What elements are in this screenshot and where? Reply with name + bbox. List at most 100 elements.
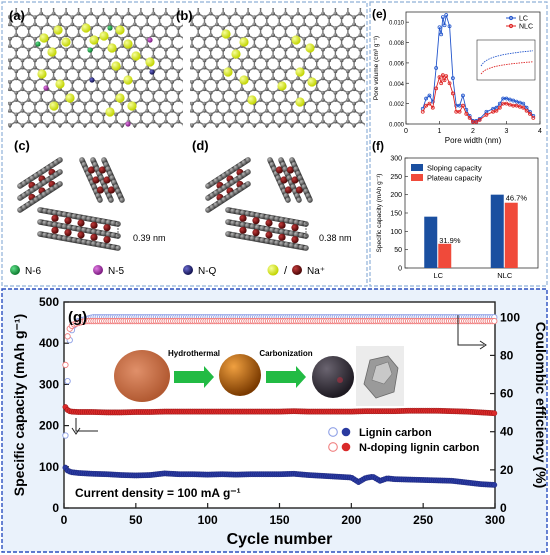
carbon-atom xyxy=(132,65,137,70)
y-tick-label-e: 0.000 xyxy=(389,123,405,129)
carbon-atom xyxy=(184,91,188,95)
carbon-atom xyxy=(217,175,223,181)
na-ion-yellow xyxy=(305,43,315,53)
carbon-atom xyxy=(57,36,62,41)
carbon-atom xyxy=(70,108,75,113)
point-LC xyxy=(424,96,429,101)
carbon-atom xyxy=(264,214,270,220)
carbon-atom xyxy=(277,108,282,113)
carbon-atom xyxy=(358,26,363,30)
carbon-atom xyxy=(233,69,238,74)
carbon-atom xyxy=(239,65,244,70)
carbon-atom xyxy=(333,76,338,81)
category-label-f: NLC xyxy=(497,271,513,280)
carbon-atom xyxy=(345,119,350,124)
carbon-atom xyxy=(151,90,156,95)
carbon-atom xyxy=(95,22,100,27)
carbon-atom xyxy=(25,178,31,184)
carbon-atom xyxy=(82,80,87,84)
carbon-atom xyxy=(213,178,219,184)
carbon-atom xyxy=(302,131,306,135)
carbon-atom xyxy=(56,210,63,217)
carbon-atom xyxy=(139,33,143,38)
carbon-atom xyxy=(190,44,194,48)
carbon-atom xyxy=(151,76,156,81)
point-NLC xyxy=(440,73,445,78)
carbon-atom xyxy=(120,15,125,20)
legend-label-lignin-carbon: Lignin carbon xyxy=(359,427,432,439)
legend-swatch-f xyxy=(411,174,423,181)
point-NLC xyxy=(437,75,442,80)
carbon-atom xyxy=(20,108,25,113)
carbon-atom xyxy=(107,15,112,20)
carbon-atom xyxy=(245,169,251,175)
point-NLC xyxy=(434,86,439,91)
series-n-doping-lignin-carbon-left xyxy=(62,404,498,417)
carbon-atom xyxy=(245,181,251,187)
carbon-atom xyxy=(33,197,39,203)
legend-nq-marker xyxy=(183,265,193,275)
carbon-atom xyxy=(252,44,257,48)
na-ion xyxy=(278,221,286,229)
carbon-atom xyxy=(190,22,194,27)
y2-tick-label-g: 0 xyxy=(500,501,507,515)
point-LC xyxy=(430,99,435,104)
carbon-atom xyxy=(229,179,235,185)
point-LC xyxy=(427,93,432,98)
carbon-atom xyxy=(271,33,275,38)
carbon-atom xyxy=(82,36,87,41)
process-arrow-2 xyxy=(266,366,306,388)
carbon-atom xyxy=(139,76,143,81)
na-ion xyxy=(284,186,293,194)
y2-tick-label-g: 40 xyxy=(500,425,514,439)
carbon-atom xyxy=(107,58,112,63)
na-ion-yellow xyxy=(291,35,301,45)
carbon-atom xyxy=(182,37,183,40)
carbon-atom xyxy=(56,222,63,229)
carbon-atom xyxy=(178,59,182,63)
carbon-atom xyxy=(157,22,162,27)
carbon-atom xyxy=(358,47,363,52)
legend-marker-e xyxy=(508,15,514,21)
carbon-atom xyxy=(308,112,313,117)
carbon-atom xyxy=(308,119,313,124)
x-tick-label-g: 300 xyxy=(485,513,505,527)
carbon-atom xyxy=(352,15,357,20)
na-ion-yellow xyxy=(47,47,57,57)
carbon-atom xyxy=(314,58,319,63)
category-label-f: LC xyxy=(433,271,443,280)
carbon-atom xyxy=(184,98,188,102)
carbon-atom xyxy=(283,54,288,59)
carbon-atom xyxy=(14,69,19,74)
carbon-atom xyxy=(111,179,117,185)
carbon-atom xyxy=(86,216,92,222)
carbon-atom xyxy=(139,47,143,52)
carbon-atom xyxy=(64,90,69,95)
carbon-atom xyxy=(321,54,325,59)
point-NLC xyxy=(474,120,479,124)
carbon-atom xyxy=(33,58,37,63)
carbon-atom xyxy=(289,44,294,48)
point-NLC xyxy=(531,115,536,120)
carbon-atom xyxy=(132,87,137,92)
point-NLC xyxy=(424,103,429,108)
point-NLC xyxy=(494,108,499,113)
carbon-atom xyxy=(235,221,241,227)
carbon-atom xyxy=(76,69,81,74)
carbon-atom xyxy=(182,109,183,112)
legend-n5-label: N-5 xyxy=(108,266,125,277)
carbon-atom xyxy=(321,47,325,52)
carbon-atom xyxy=(246,69,251,74)
y-axis-label-f: Specific capacity (mAh g⁻¹) xyxy=(376,174,383,253)
carbon-atom xyxy=(29,175,35,181)
carbon-atom xyxy=(283,47,288,52)
legend-label-e: NLC xyxy=(519,24,533,31)
na-ion xyxy=(275,166,284,174)
carbon-atom xyxy=(195,23,199,27)
carbon-atom xyxy=(225,182,231,188)
carbon-atom xyxy=(327,101,332,106)
na-ion-yellow xyxy=(295,67,305,77)
carbon-atom xyxy=(77,8,80,9)
carbon-atom xyxy=(196,90,201,95)
carbon-atom xyxy=(89,11,93,16)
